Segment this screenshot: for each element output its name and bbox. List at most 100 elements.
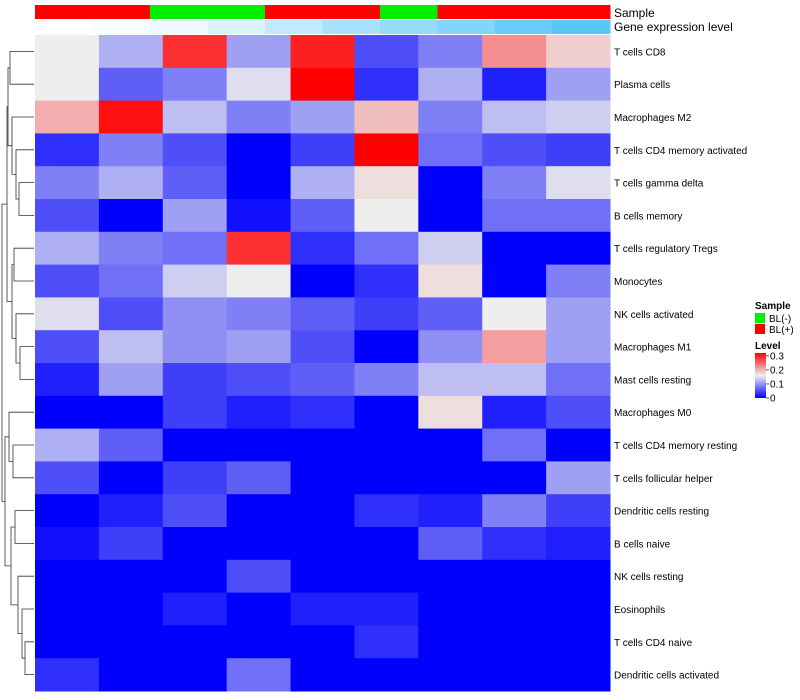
heatmap-cell bbox=[226, 100, 292, 134]
heatmap-cell bbox=[98, 559, 164, 594]
heatmap-cell bbox=[162, 133, 228, 167]
heatmap-cell bbox=[482, 166, 547, 200]
heatmap-cell bbox=[226, 133, 292, 167]
heatmap-cell bbox=[418, 527, 483, 561]
heatmap-cell bbox=[418, 559, 483, 594]
heatmap-cell bbox=[162, 231, 228, 266]
legend-level-colorbar bbox=[755, 353, 766, 398]
heatmap-cell bbox=[98, 363, 164, 397]
legend-level-ticks: 0.3 0.2 0.1 0 bbox=[766, 351, 784, 405]
heatmap-cell bbox=[98, 35, 164, 69]
legend-sample-label: BL(-) bbox=[769, 314, 791, 325]
heatmap-cell bbox=[98, 100, 164, 134]
heatmap-cell bbox=[226, 428, 292, 462]
heatmap-cell bbox=[546, 264, 611, 298]
heatmap-cell bbox=[354, 264, 419, 298]
heatmap-cell bbox=[418, 625, 483, 659]
heatmap-cell bbox=[162, 297, 228, 331]
heatmap-cell bbox=[354, 330, 419, 364]
row-label: Eosinophils bbox=[614, 605, 665, 616]
heatmap-cell bbox=[98, 297, 164, 331]
sample-annotation-label: Sample bbox=[614, 6, 655, 20]
sample-annotation-cell bbox=[265, 5, 323, 19]
heatmap-cell bbox=[226, 527, 292, 561]
row-label: B cells naive bbox=[614, 539, 671, 550]
heatmap-cell bbox=[290, 527, 355, 561]
heatmap-cell bbox=[226, 461, 292, 495]
heatmap-cell bbox=[354, 133, 419, 167]
heatmap-cell bbox=[98, 395, 164, 430]
sample-annotation-cell bbox=[495, 5, 553, 19]
heatmap-cell bbox=[162, 35, 228, 69]
heatmap-cell bbox=[354, 166, 419, 200]
row-label: T cells CD8 bbox=[614, 47, 666, 58]
heatmap-cell bbox=[290, 67, 355, 102]
heatmap-cell bbox=[35, 330, 100, 364]
expression-annotation-cell bbox=[207, 20, 266, 34]
heatmap-cell bbox=[482, 231, 547, 266]
heatmap-cell bbox=[354, 35, 419, 69]
expression-annotation-cell bbox=[380, 20, 438, 34]
sample-annotation-cell bbox=[552, 5, 611, 19]
dendrogram-branch bbox=[21, 608, 34, 659]
heatmap-cell bbox=[162, 658, 228, 692]
heatmap-cell bbox=[290, 231, 355, 266]
heatmap-cell bbox=[98, 264, 164, 298]
heatmap-cells bbox=[35, 35, 611, 692]
heatmap-cell bbox=[482, 330, 547, 364]
heatmap-cell bbox=[226, 297, 292, 331]
heatmap-cell bbox=[35, 494, 100, 528]
heatmap-cell bbox=[482, 67, 547, 102]
dendrogram-branch bbox=[1, 203, 7, 502]
heatmap-cell bbox=[162, 264, 228, 298]
legend-level-tick-label: 0.2 bbox=[770, 365, 784, 376]
heatmap-cell bbox=[226, 166, 292, 200]
heatmap-cell bbox=[546, 199, 611, 233]
heatmap-cell bbox=[162, 625, 228, 659]
heatmap-cell bbox=[418, 264, 483, 298]
dendrogram-branch bbox=[14, 510, 34, 544]
sample-annotation-cell bbox=[207, 5, 266, 19]
heatmap-cell bbox=[290, 35, 355, 69]
row-label: T cells regulatory Tregs bbox=[614, 244, 718, 255]
heatmap-cell bbox=[482, 35, 547, 69]
heatmap-cell bbox=[290, 166, 355, 200]
heatmap-cell bbox=[98, 527, 164, 561]
heatmap-cell bbox=[226, 330, 292, 364]
heatmap-cell bbox=[162, 199, 228, 233]
heatmap-cell bbox=[226, 625, 292, 659]
heatmap-cell bbox=[418, 67, 483, 102]
heatmap-cell bbox=[290, 199, 355, 233]
heatmap-cell bbox=[354, 592, 419, 626]
row-label: Monocytes bbox=[614, 277, 662, 288]
column-annotations bbox=[35, 5, 611, 34]
heatmap-cell bbox=[546, 297, 611, 331]
row-label: NK cells resting bbox=[614, 572, 683, 583]
heatmap-cell bbox=[482, 658, 547, 692]
heatmap-cell bbox=[546, 428, 611, 462]
sample-annotation-cell bbox=[437, 5, 496, 19]
legend-sample-swatch bbox=[755, 324, 765, 334]
row-dendrogram bbox=[1, 51, 34, 675]
row-label: T cells CD4 naive bbox=[614, 638, 693, 649]
heatmap-cell bbox=[162, 527, 228, 561]
heatmap-cell bbox=[354, 395, 419, 430]
heatmap-cell bbox=[35, 100, 100, 134]
heatmap-cell bbox=[226, 395, 292, 430]
heatmap-cell bbox=[290, 330, 355, 364]
heatmap-cell bbox=[418, 100, 483, 134]
heatmap-cell bbox=[35, 592, 100, 626]
heatmap-cell bbox=[482, 395, 547, 430]
heatmap-cell bbox=[35, 264, 100, 298]
heatmap-cell bbox=[482, 559, 547, 594]
dendrogram-branch bbox=[17, 575, 34, 634]
heatmap-cell bbox=[98, 330, 164, 364]
heatmap-cell bbox=[354, 231, 419, 266]
sample-annotation-cell bbox=[380, 5, 438, 19]
heatmap-cell bbox=[418, 363, 483, 397]
heatmap-cell bbox=[290, 395, 355, 430]
heatmap-cell bbox=[418, 166, 483, 200]
row-label: Dendritic cells resting bbox=[614, 507, 709, 518]
heatmap-cell bbox=[98, 592, 164, 626]
heatmap-cell bbox=[546, 363, 611, 397]
